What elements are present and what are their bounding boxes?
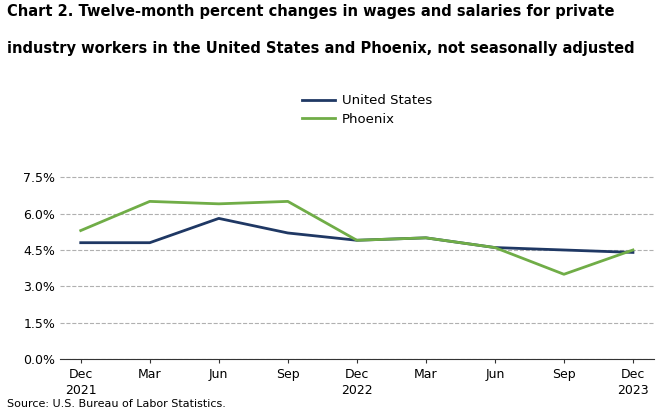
Text: Chart 2. Twelve-month percent changes in wages and salaries for private: Chart 2. Twelve-month percent changes in…: [7, 4, 614, 19]
Text: industry workers in the United States and Phoenix, not seasonally adjusted: industry workers in the United States an…: [7, 41, 634, 56]
Text: Source: U.S. Bureau of Labor Statistics.: Source: U.S. Bureau of Labor Statistics.: [7, 399, 225, 409]
Legend: United States, Phoenix: United States, Phoenix: [297, 89, 437, 131]
